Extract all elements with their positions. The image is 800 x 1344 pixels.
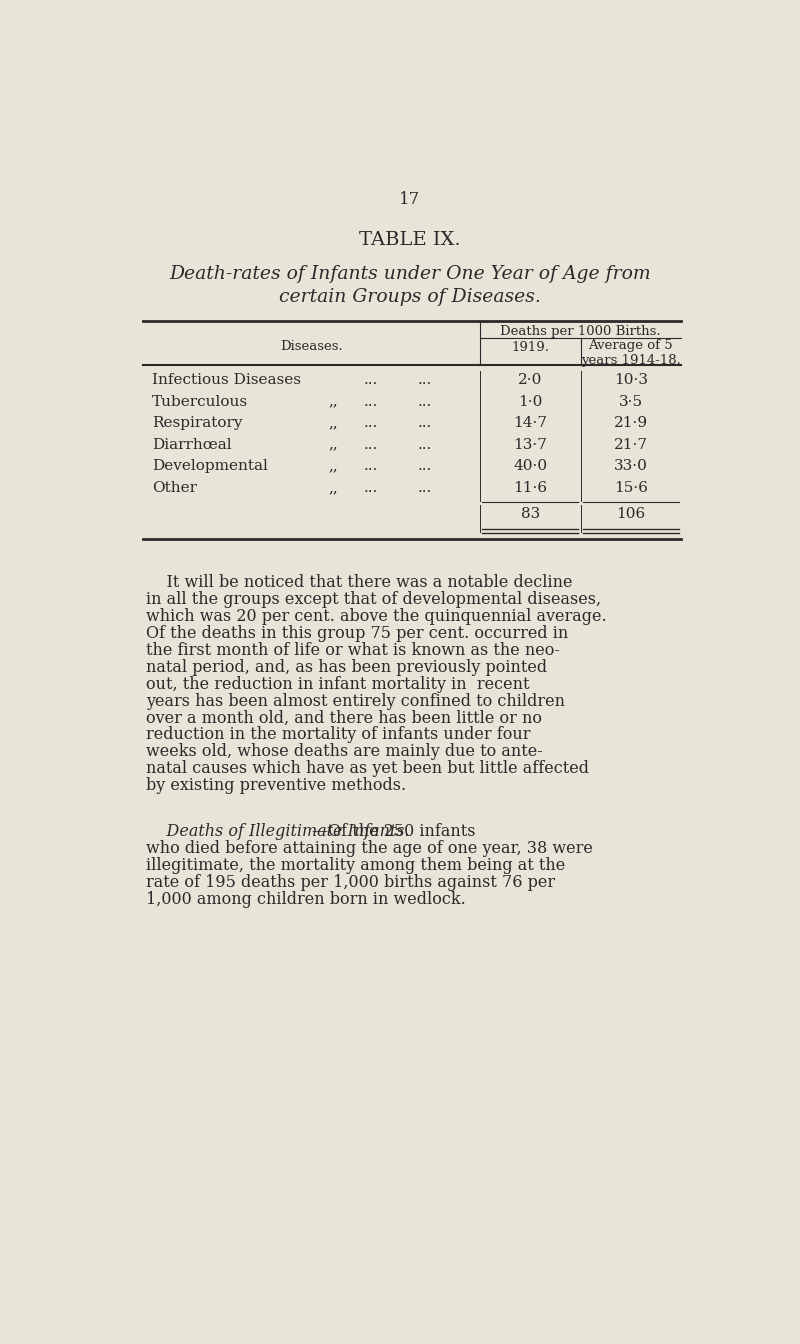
Text: 10·3: 10·3 xyxy=(614,374,648,387)
Text: ,,: ,, xyxy=(329,460,338,473)
Text: 14·7: 14·7 xyxy=(513,417,547,430)
Text: ...: ... xyxy=(418,460,432,473)
Text: rate of 195 deaths per 1,000 births against 76 per: rate of 195 deaths per 1,000 births agai… xyxy=(146,875,556,891)
Text: natal period, and, as has been previously pointed: natal period, and, as has been previousl… xyxy=(146,659,548,676)
Text: the first month of life or what is known as the neo-: the first month of life or what is known… xyxy=(146,642,560,659)
Text: who died before attaining the age of one year, 38 were: who died before attaining the age of one… xyxy=(146,840,594,857)
Text: 17: 17 xyxy=(399,191,421,207)
Text: 40·0: 40·0 xyxy=(513,460,547,473)
Text: 21·9: 21·9 xyxy=(614,417,648,430)
Text: Diarrhœal: Diarrhœal xyxy=(152,438,231,452)
Text: ...: ... xyxy=(363,460,378,473)
Text: —Of the 250 infants: —Of the 250 infants xyxy=(312,824,475,840)
Text: 11·6: 11·6 xyxy=(513,481,547,495)
Text: certain Groups of Diseases.: certain Groups of Diseases. xyxy=(279,289,541,306)
Text: in all the groups except that of developmental diseases,: in all the groups except that of develop… xyxy=(146,591,602,607)
Text: ...: ... xyxy=(363,417,378,430)
Text: ,,: ,, xyxy=(329,417,338,430)
Text: over a month old, and there has been little or no: over a month old, and there has been lit… xyxy=(146,710,542,727)
Text: Death-rates of Infants under One Year of Age from: Death-rates of Infants under One Year of… xyxy=(169,265,651,284)
Text: ...: ... xyxy=(363,395,378,409)
Text: TABLE IX.: TABLE IX. xyxy=(359,231,461,249)
Text: Infectious Diseases: Infectious Diseases xyxy=(152,374,301,387)
Text: by existing preventive methods.: by existing preventive methods. xyxy=(146,777,406,794)
Text: Diseases.: Diseases. xyxy=(280,340,342,352)
Text: ,,: ,, xyxy=(329,395,338,409)
Text: 15·6: 15·6 xyxy=(614,481,648,495)
Text: which was 20 per cent. above the quinquennial average.: which was 20 per cent. above the quinque… xyxy=(146,607,607,625)
Text: 3·5: 3·5 xyxy=(619,395,643,409)
Text: It will be noticed that there was a notable decline: It will be noticed that there was a nota… xyxy=(146,574,573,591)
Text: years has been almost entirely confined to children: years has been almost entirely confined … xyxy=(146,692,566,710)
Text: reduction in the mortality of infants under four: reduction in the mortality of infants un… xyxy=(146,727,531,743)
Text: Deaths of Illegitimate Infants.: Deaths of Illegitimate Infants. xyxy=(146,824,410,840)
Text: out, the reduction in infant mortality in  recent: out, the reduction in infant mortality i… xyxy=(146,676,530,692)
Text: ,,: ,, xyxy=(329,438,338,452)
Text: 1,000 among children born in wedlock.: 1,000 among children born in wedlock. xyxy=(146,891,466,909)
Text: 21·7: 21·7 xyxy=(614,438,648,452)
Text: illegitimate, the mortality among them being at the: illegitimate, the mortality among them b… xyxy=(146,857,566,875)
Text: Respiratory: Respiratory xyxy=(152,417,242,430)
Text: natal causes which have as yet been but little affected: natal causes which have as yet been but … xyxy=(146,761,590,777)
Text: ...: ... xyxy=(363,481,378,495)
Text: Other: Other xyxy=(152,481,197,495)
Text: weeks old, whose deaths are mainly due to ante-: weeks old, whose deaths are mainly due t… xyxy=(146,743,543,761)
Text: 106: 106 xyxy=(616,507,646,521)
Text: 33·0: 33·0 xyxy=(614,460,648,473)
Text: ...: ... xyxy=(418,481,432,495)
Text: ...: ... xyxy=(418,374,432,387)
Text: Deaths per 1000 Births.: Deaths per 1000 Births. xyxy=(500,324,661,337)
Text: 1919.: 1919. xyxy=(511,340,549,353)
Text: ...: ... xyxy=(418,395,432,409)
Text: Average of 5
years 1914-18.: Average of 5 years 1914-18. xyxy=(581,339,681,367)
Text: Of the deaths in this group 75 per cent. occurred in: Of the deaths in this group 75 per cent.… xyxy=(146,625,569,642)
Text: 13·7: 13·7 xyxy=(513,438,547,452)
Text: Tuberculous: Tuberculous xyxy=(152,395,248,409)
Text: ,,: ,, xyxy=(329,481,338,495)
Text: 83: 83 xyxy=(521,507,540,521)
Text: ...: ... xyxy=(418,417,432,430)
Text: 2·0: 2·0 xyxy=(518,374,542,387)
Text: 1·0: 1·0 xyxy=(518,395,542,409)
Text: ...: ... xyxy=(363,374,378,387)
Text: ...: ... xyxy=(363,438,378,452)
Text: Developmental: Developmental xyxy=(152,460,268,473)
Text: ...: ... xyxy=(418,438,432,452)
